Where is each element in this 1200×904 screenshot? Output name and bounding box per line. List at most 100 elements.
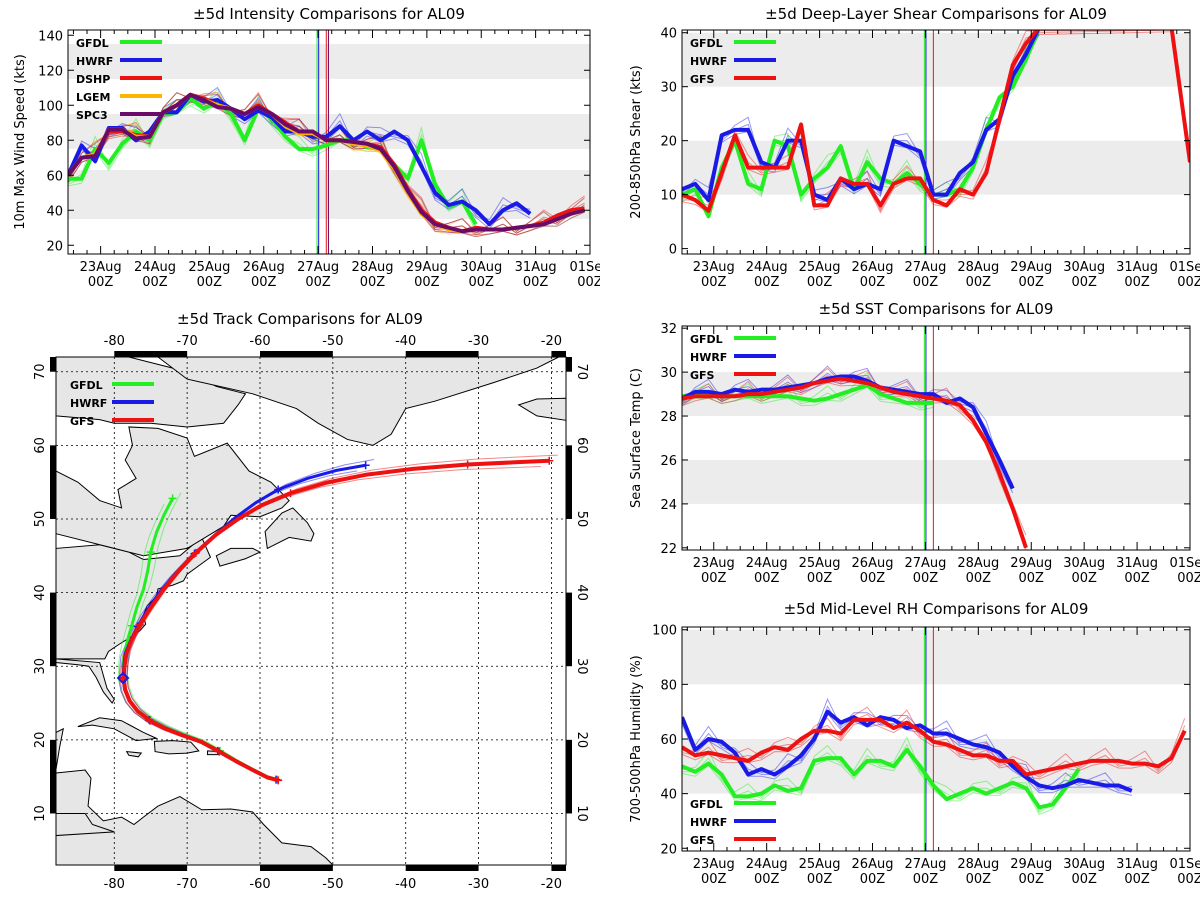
shear-xtick-sublabel: 00Z	[860, 275, 886, 290]
track-lat-label-left: 60	[33, 437, 48, 454]
intensity-legend-hwrf-label: HWRF	[76, 55, 113, 68]
track-border-bar-top	[406, 351, 479, 357]
shear-legend-hwrf-label: HWRF	[690, 55, 727, 68]
yucatan-land	[56, 729, 63, 769]
intensity-ytick-label: 120	[38, 64, 63, 79]
intensity-xtick-label: 28Aug	[352, 260, 394, 275]
track-lat-label-left: 70	[33, 363, 48, 380]
track-map: -80-80-70-70-60-60-50-50-40-40-30-30-20-…	[0, 300, 600, 900]
track-lon-label-top: -80	[104, 334, 125, 349]
track-lon-label-top: -40	[395, 334, 416, 349]
track-lat-label-left: 20	[33, 732, 48, 749]
intensity-xtick-sublabel: 00Z	[197, 275, 223, 290]
sst-xtick-label: 01Sep	[1169, 556, 1200, 571]
shear-xtick-label: 31Aug	[1116, 260, 1158, 275]
sst-ytick-label: 24	[660, 498, 677, 513]
intensity-band-0	[68, 170, 590, 219]
track-hwrf-point	[362, 461, 370, 469]
track-lon-label-bottom: -60	[249, 877, 270, 892]
sst-plot-frame	[682, 326, 1190, 550]
shear-xtick-sublabel: 00Z	[1071, 275, 1097, 290]
track-border-bar-top	[114, 351, 187, 357]
rh-xtick-label: 27Aug	[904, 857, 946, 872]
sst-chart-svg: 22242628303223Aug00Z24Aug00Z25Aug00Z26Au…	[600, 296, 1200, 596]
intensity-ytick-label: 60	[46, 169, 63, 184]
rh-xtick-sublabel: 00Z	[913, 872, 939, 887]
shear-xtick-label: 25Aug	[799, 260, 841, 275]
shear-xtick-label: 24Aug	[746, 260, 788, 275]
intensity-chart-svg: 2040608010012014023Aug00Z24Aug00Z25Aug00…	[0, 0, 600, 300]
rh-xtick-sublabel: 00Z	[754, 872, 780, 887]
track-lon-label-bottom: -40	[395, 877, 416, 892]
intensity-xtick-label: 26Aug	[243, 260, 285, 275]
canada-land	[56, 427, 289, 556]
track-lon-label-top: -30	[468, 334, 489, 349]
sst-xtick-label: 23Aug	[693, 556, 735, 571]
rh-ytick-label: 40	[660, 788, 677, 803]
rh-xtick-sublabel: 00Z	[1124, 872, 1150, 887]
sst-xtick-sublabel: 00Z	[966, 571, 992, 586]
rh-xtick-label: 30Aug	[1063, 857, 1105, 872]
track-lon-label-bottom: -20	[541, 877, 562, 892]
track-lat-label-left: 50	[33, 511, 48, 528]
shear-xtick-sublabel: 00Z	[807, 275, 833, 290]
track-lon-label-bottom: -30	[468, 877, 489, 892]
rh-ytick-label: 60	[660, 733, 677, 748]
intensity-xtick-label: 25Aug	[188, 260, 230, 275]
track-gfs-point	[545, 457, 553, 465]
newfoundland-land	[265, 508, 314, 548]
sst-legend-gfs-label: GFS	[690, 369, 715, 382]
rh-ytick-label: 20	[660, 842, 677, 857]
track-border-bar-left	[50, 445, 56, 519]
track-lat-label-right: 10	[574, 805, 589, 822]
track-legend-gfdl-label: GFDL	[70, 379, 103, 392]
rh-xtick-label: 24Aug	[746, 857, 788, 872]
track-gfs-point	[464, 460, 472, 468]
sst-band-0	[682, 460, 1190, 504]
track-lat-label-right: 40	[574, 584, 589, 601]
intensity-xtick-label: 24Aug	[134, 260, 176, 275]
rh-ytick-label: 80	[660, 678, 677, 693]
intensity-xtick-label: 01Sep	[569, 260, 600, 275]
sst-xtick-sublabel: 00Z	[860, 571, 886, 586]
shear-xtick-sublabel: 00Z	[1124, 275, 1150, 290]
shear-ytick-label: 10	[660, 189, 677, 204]
track-lat-label-left: 40	[33, 584, 48, 601]
track-title: ±5d Track Comparisons for AL09	[177, 310, 423, 328]
intensity-xtick-label: 30Aug	[460, 260, 502, 275]
sst-xtick-sublabel: 00Z	[754, 571, 780, 586]
intensity-legend-spc3-label: SPC3	[76, 109, 108, 122]
shear-title: ±5d Deep-Layer Shear Comparisons for AL0…	[765, 5, 1107, 23]
track-lon-label-top: -70	[177, 334, 198, 349]
shear-ytick-label: 0	[669, 243, 677, 258]
rh-xtick-label: 25Aug	[799, 857, 841, 872]
shear-xtick-label: 26Aug	[852, 260, 894, 275]
rh-xtick-sublabel: 00Z	[860, 872, 886, 887]
shear-xtick-label: 28Aug	[957, 260, 999, 275]
shear-legend-gfs-label: GFS	[690, 73, 715, 86]
cuba-land	[78, 718, 157, 741]
shear-xtick-sublabel: 00Z	[966, 275, 992, 290]
shear-ytick-label: 40	[660, 27, 677, 42]
sst-xtick-label: 28Aug	[957, 556, 999, 571]
track-border-bar-top	[260, 351, 333, 357]
intensity-title: ±5d Intensity Comparisons for AL09	[193, 5, 465, 23]
sst-ytick-label: 28	[660, 410, 677, 425]
sst-xtick-sublabel: 00Z	[1019, 571, 1045, 586]
sst-xtick-sublabel: 00Z	[913, 571, 939, 586]
shear-xtick-label: 23Aug	[693, 260, 735, 275]
track-lon-label-bottom: -50	[322, 877, 343, 892]
sst-xtick-label: 27Aug	[904, 556, 946, 571]
track-lat-label-right: 20	[574, 732, 589, 749]
intensity-ylabel: 10m Max Wind Speed (kts)	[13, 54, 28, 230]
intensity-xtick-sublabel: 00Z	[251, 275, 277, 290]
track-border-bar-left	[50, 593, 56, 667]
track-border-bar-bottom	[260, 865, 333, 871]
sst-xtick-sublabel: 00Z	[1124, 571, 1150, 586]
sst-legend-gfdl-label: GFDL	[690, 333, 723, 346]
rh-ylabel: 700-500hPa Humidity (%)	[629, 655, 644, 822]
shear-chart-svg: 01020304023Aug00Z24Aug00Z25Aug00Z26Aug00…	[600, 0, 1200, 300]
track-lon-label-top: -50	[322, 334, 343, 349]
intensity-ytick-label: 80	[46, 134, 63, 149]
